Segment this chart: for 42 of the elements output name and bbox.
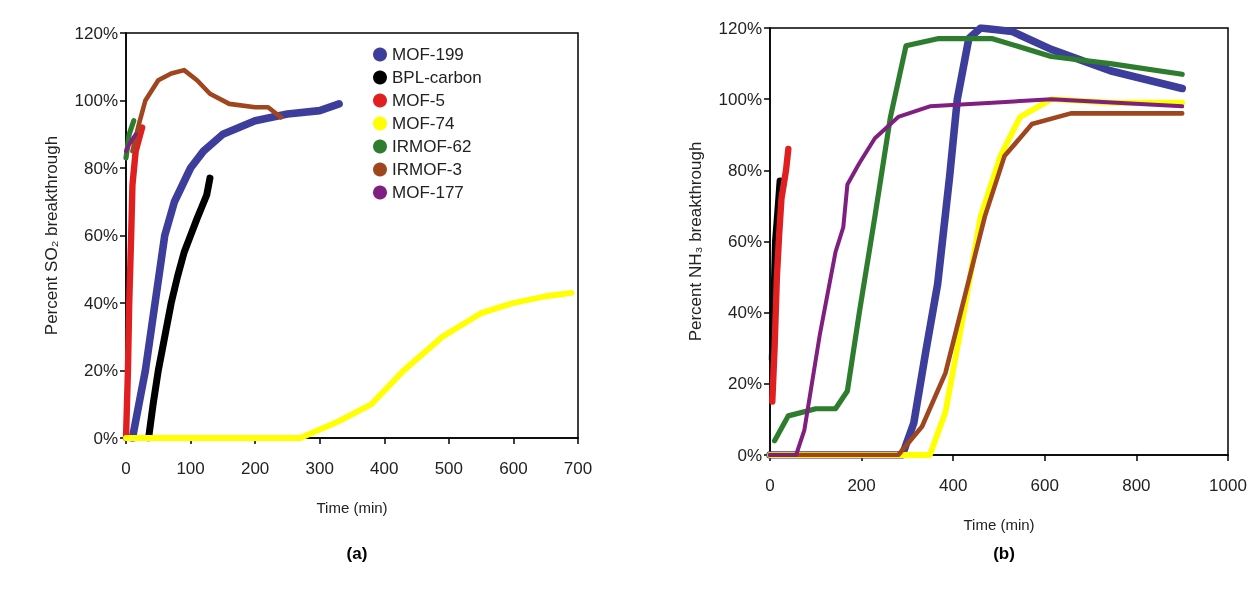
x-tick-label: 0 [121, 459, 131, 478]
text: (b) [993, 544, 1015, 563]
y-tick-label: 120% [718, 18, 762, 38]
y-tick-label: 80% [83, 158, 118, 178]
y-tick-label: 100% [74, 91, 118, 110]
x-tick-label: 200 [240, 459, 270, 478]
y-tick-label: 60% [727, 232, 762, 251]
legend-label: BPL-carbon [392, 68, 482, 87]
y-tick-label: 80% [727, 160, 762, 180]
x-tick-label: 400 [939, 476, 968, 495]
y-tick-label: 60% [83, 226, 118, 245]
y-tick-label: 0% [737, 445, 762, 465]
y-tick-label: 40% [727, 303, 762, 323]
x-axis-title: Time (min) [316, 499, 388, 516]
x-tick-label: 700 [563, 459, 593, 478]
x-tick-label: 100 [176, 459, 205, 478]
x-tick-label: 200 [847, 476, 876, 495]
x-tick-label: 0 [765, 476, 775, 495]
legend-label: MOF-74 [392, 114, 455, 133]
legend-label: MOF-177 [392, 183, 464, 202]
legend-label: MOF-5 [392, 91, 445, 110]
x-tick-label: 400 [370, 459, 399, 478]
y-axis-title: Percent SO₂ breakthrough [42, 135, 61, 336]
y-tick-label: 100% [718, 89, 762, 109]
text: (a) [346, 544, 368, 563]
y-tick-label: 20% [83, 361, 118, 380]
legend-label: IRMOF-3 [392, 160, 462, 179]
y-axis-title: Percent NH₃ breakthrough [686, 141, 705, 342]
x-tick-label: 600 [499, 459, 528, 478]
y-tick-label: 0% [93, 428, 118, 448]
x-axis-title: Time (min) [963, 516, 1035, 533]
legend-label: MOF-199 [392, 45, 464, 64]
y-tick-label: 40% [83, 293, 118, 313]
y-tick-label: 20% [727, 374, 762, 394]
x-tick-label: 300 [305, 459, 334, 478]
x-tick-label: 600 [1030, 476, 1059, 495]
x-tick-label: 1000 [1209, 476, 1247, 495]
y-tick-label: 120% [74, 23, 118, 43]
x-tick-label: 500 [434, 459, 464, 478]
legend-label: IRMOF-62 [392, 137, 472, 156]
line-series [130, 67, 284, 154]
x-tick-label: 800 [1122, 476, 1151, 495]
